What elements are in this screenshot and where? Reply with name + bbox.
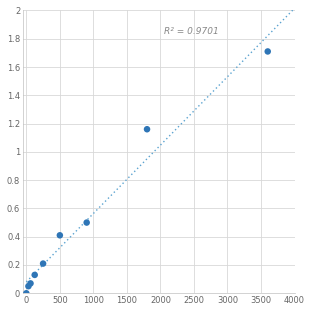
Point [57, 233, 62, 238]
Point [144, 127, 149, 132]
Point [28, 281, 33, 286]
Point [41, 261, 46, 266]
Point [32, 272, 37, 277]
Point [265, 49, 270, 54]
Point [26, 284, 31, 289]
Point [84, 220, 89, 225]
Text: R² = 0.9701: R² = 0.9701 [164, 27, 218, 37]
Point [24, 291, 29, 296]
